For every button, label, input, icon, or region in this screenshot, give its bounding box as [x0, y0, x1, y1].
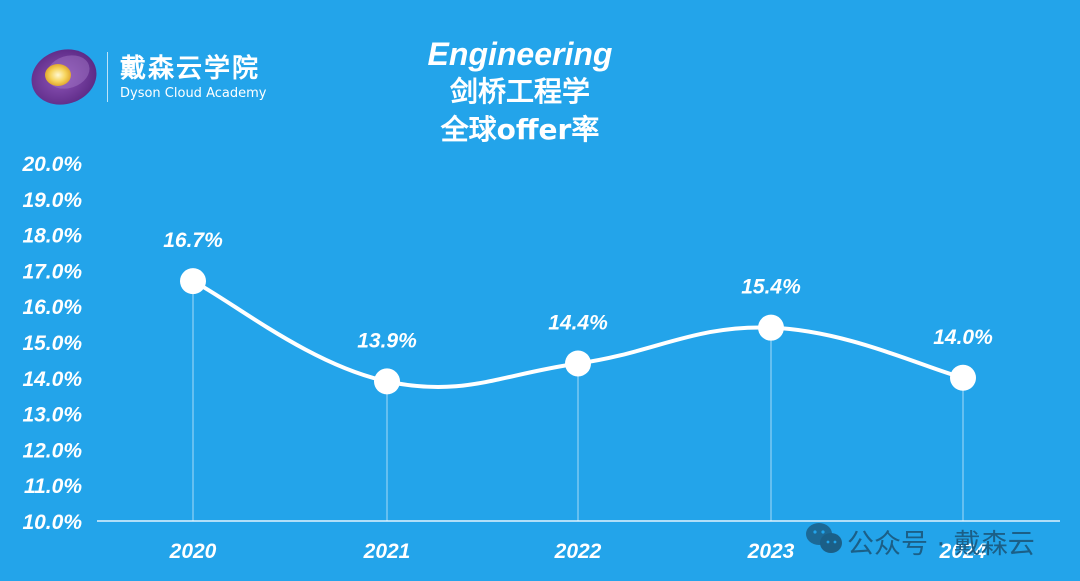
y-tick-label: 10.0% — [22, 511, 82, 534]
x-tick-label: 2023 — [747, 540, 795, 563]
y-tick-label: 12.0% — [22, 439, 82, 462]
y-tick-label: 19.0% — [22, 189, 82, 212]
x-tick-label: 2021 — [363, 540, 411, 563]
data-label: 14.4% — [548, 311, 608, 334]
data-point-marker — [180, 268, 206, 295]
wechat-watermark: 公众号 · 戴森云 — [805, 520, 1065, 560]
data-point-marker — [374, 368, 400, 395]
y-tick-label: 15.0% — [22, 332, 82, 355]
brand-logo: 戴森云学院 Dyson Cloud Academy — [30, 42, 290, 112]
y-tick-label: 17.0% — [22, 260, 82, 283]
x-tick-label: 2024 — [939, 540, 987, 563]
data-point-marker — [758, 314, 784, 341]
title-line-1: Engineering — [427, 36, 613, 72]
brand-name-en: Dyson Cloud Academy — [120, 86, 267, 101]
y-tick-label: 11.0% — [24, 475, 82, 498]
logo-divider — [107, 52, 108, 102]
chart-title: Engineering 剑桥工程学 全球offer率 — [380, 36, 660, 150]
y-tick-label: 18.0% — [22, 225, 82, 248]
dyson-logo-eye-icon — [31, 49, 97, 105]
x-tick-label: 2020 — [169, 540, 217, 563]
data-point-marker — [950, 364, 976, 391]
data-label: 14.0% — [933, 326, 993, 349]
title-line-3: 全球offer率 — [440, 113, 600, 146]
data-label: 15.4% — [741, 276, 801, 299]
title-line-2: 剑桥工程学 — [449, 75, 590, 108]
y-tick-label: 13.0% — [22, 404, 82, 427]
x-tick-label: 2022 — [554, 540, 602, 563]
wechat-icon — [806, 523, 842, 553]
data-point-marker — [565, 350, 591, 377]
brand-name-cn: 戴森云学院 — [120, 54, 261, 84]
y-tick-label: 16.0% — [22, 296, 82, 319]
data-label: 16.7% — [163, 229, 223, 252]
y-tick-label: 20.0% — [21, 153, 82, 176]
y-tick-label: 14.0% — [22, 368, 82, 391]
watermark-text: 公众号 · 戴森云 — [847, 529, 1035, 560]
data-label: 13.9% — [357, 329, 417, 352]
